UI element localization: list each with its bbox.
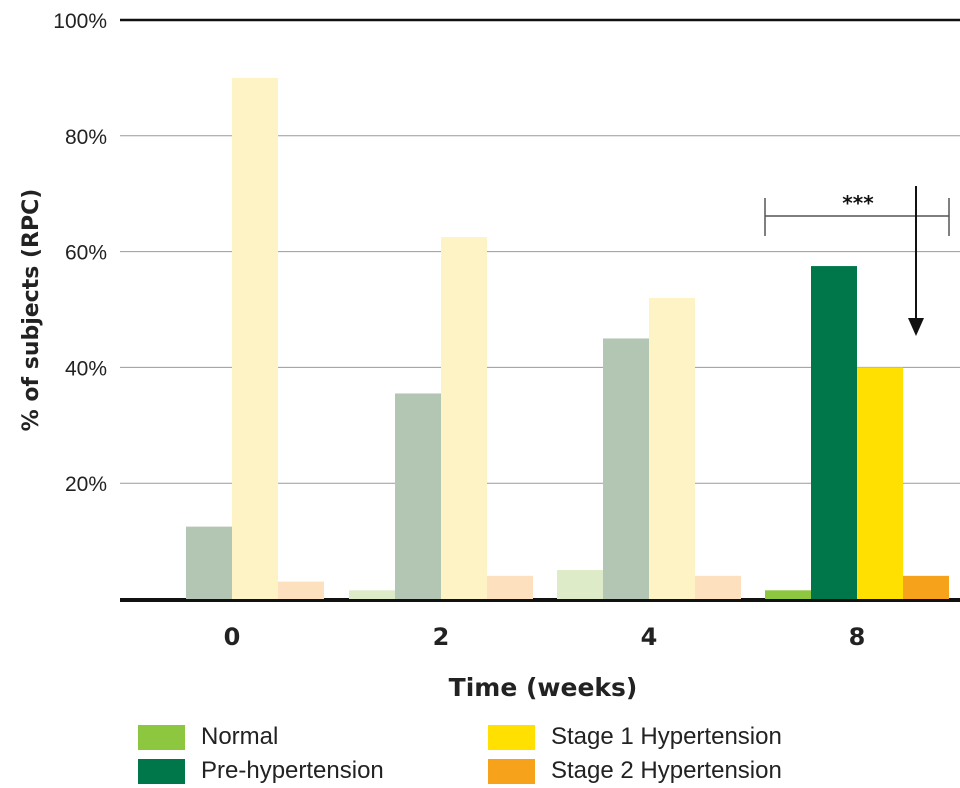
bar-pre-hypertension-week-8 bbox=[811, 266, 857, 599]
bar-stage-1-hypertension-week-4 bbox=[649, 297, 695, 599]
bar-stage-2-hypertension-week-4 bbox=[695, 575, 741, 599]
legend-label-normal: Normal bbox=[201, 723, 279, 750]
y-tick-label: 80% bbox=[65, 126, 107, 149]
bar-chart: 100% 80% 60% 40% 20% 0 2 4 8 *** % of subjects … bbox=[19, 10, 960, 702]
y-axis-title: % of subjects (RPC) bbox=[19, 189, 44, 432]
legend-swatch-stage2 bbox=[488, 758, 535, 784]
x-tick-label: 0 bbox=[224, 623, 241, 651]
bar-normal-week-2 bbox=[349, 590, 395, 599]
bar-stage-2-hypertension-week-0 bbox=[278, 581, 324, 599]
legend-item-stage2: Stage 2 Hypertension bbox=[488, 756, 782, 786]
legend-label-stage1: Stage 1 Hypertension bbox=[551, 723, 782, 750]
legend-swatch-stage1 bbox=[488, 724, 535, 750]
y-tick-labels: 100% 80% 60% 40% 20% bbox=[53, 10, 107, 496]
bar-normal-week-4 bbox=[557, 570, 603, 599]
x-tick-label: 4 bbox=[641, 623, 658, 651]
significance-annotation: *** bbox=[764, 186, 950, 336]
x-tick-labels: 0 2 4 8 bbox=[224, 623, 866, 651]
bar-stage-1-hypertension-week-2 bbox=[441, 237, 487, 599]
legend-swatch-pre-hypertension bbox=[138, 758, 185, 784]
x-axis-title: Time (weeks) bbox=[449, 673, 638, 702]
legend-item-normal: Normal bbox=[138, 722, 278, 752]
arrow-down-icon bbox=[908, 318, 924, 336]
bar-pre-hypertension-week-4 bbox=[603, 338, 649, 599]
annotation-background bbox=[836, 190, 880, 210]
bars bbox=[186, 77, 949, 599]
legend-swatch-normal bbox=[138, 724, 185, 750]
bar-stage-1-hypertension-week-8 bbox=[857, 367, 903, 599]
y-tick-label: 100% bbox=[53, 10, 107, 33]
bar-stage-2-hypertension-week-2 bbox=[487, 575, 533, 599]
legend-label-pre-hypertension: Pre-hypertension bbox=[201, 757, 384, 784]
bar-pre-hypertension-week-2 bbox=[395, 393, 441, 599]
legend-label-stage2: Stage 2 Hypertension bbox=[551, 757, 782, 784]
legend-item-stage1: Stage 1 Hypertension bbox=[488, 722, 782, 752]
bar-normal-week-8 bbox=[765, 590, 811, 599]
x-tick-label: 8 bbox=[849, 623, 866, 651]
bar-stage-2-hypertension-week-8 bbox=[903, 575, 949, 599]
x-tick-label: 2 bbox=[433, 623, 450, 651]
legend-item-pre-hypertension: Pre-hypertension bbox=[138, 756, 384, 786]
y-tick-label: 40% bbox=[65, 357, 107, 380]
bar-pre-hypertension-week-0 bbox=[186, 526, 232, 599]
legend: Normal Pre-hypertension Stage 1 Hyperten… bbox=[138, 722, 898, 788]
bar-stage-1-hypertension-week-0 bbox=[232, 77, 278, 599]
y-tick-label: 20% bbox=[65, 473, 107, 496]
significance-label: *** bbox=[842, 191, 874, 215]
y-tick-label: 60% bbox=[65, 242, 107, 265]
